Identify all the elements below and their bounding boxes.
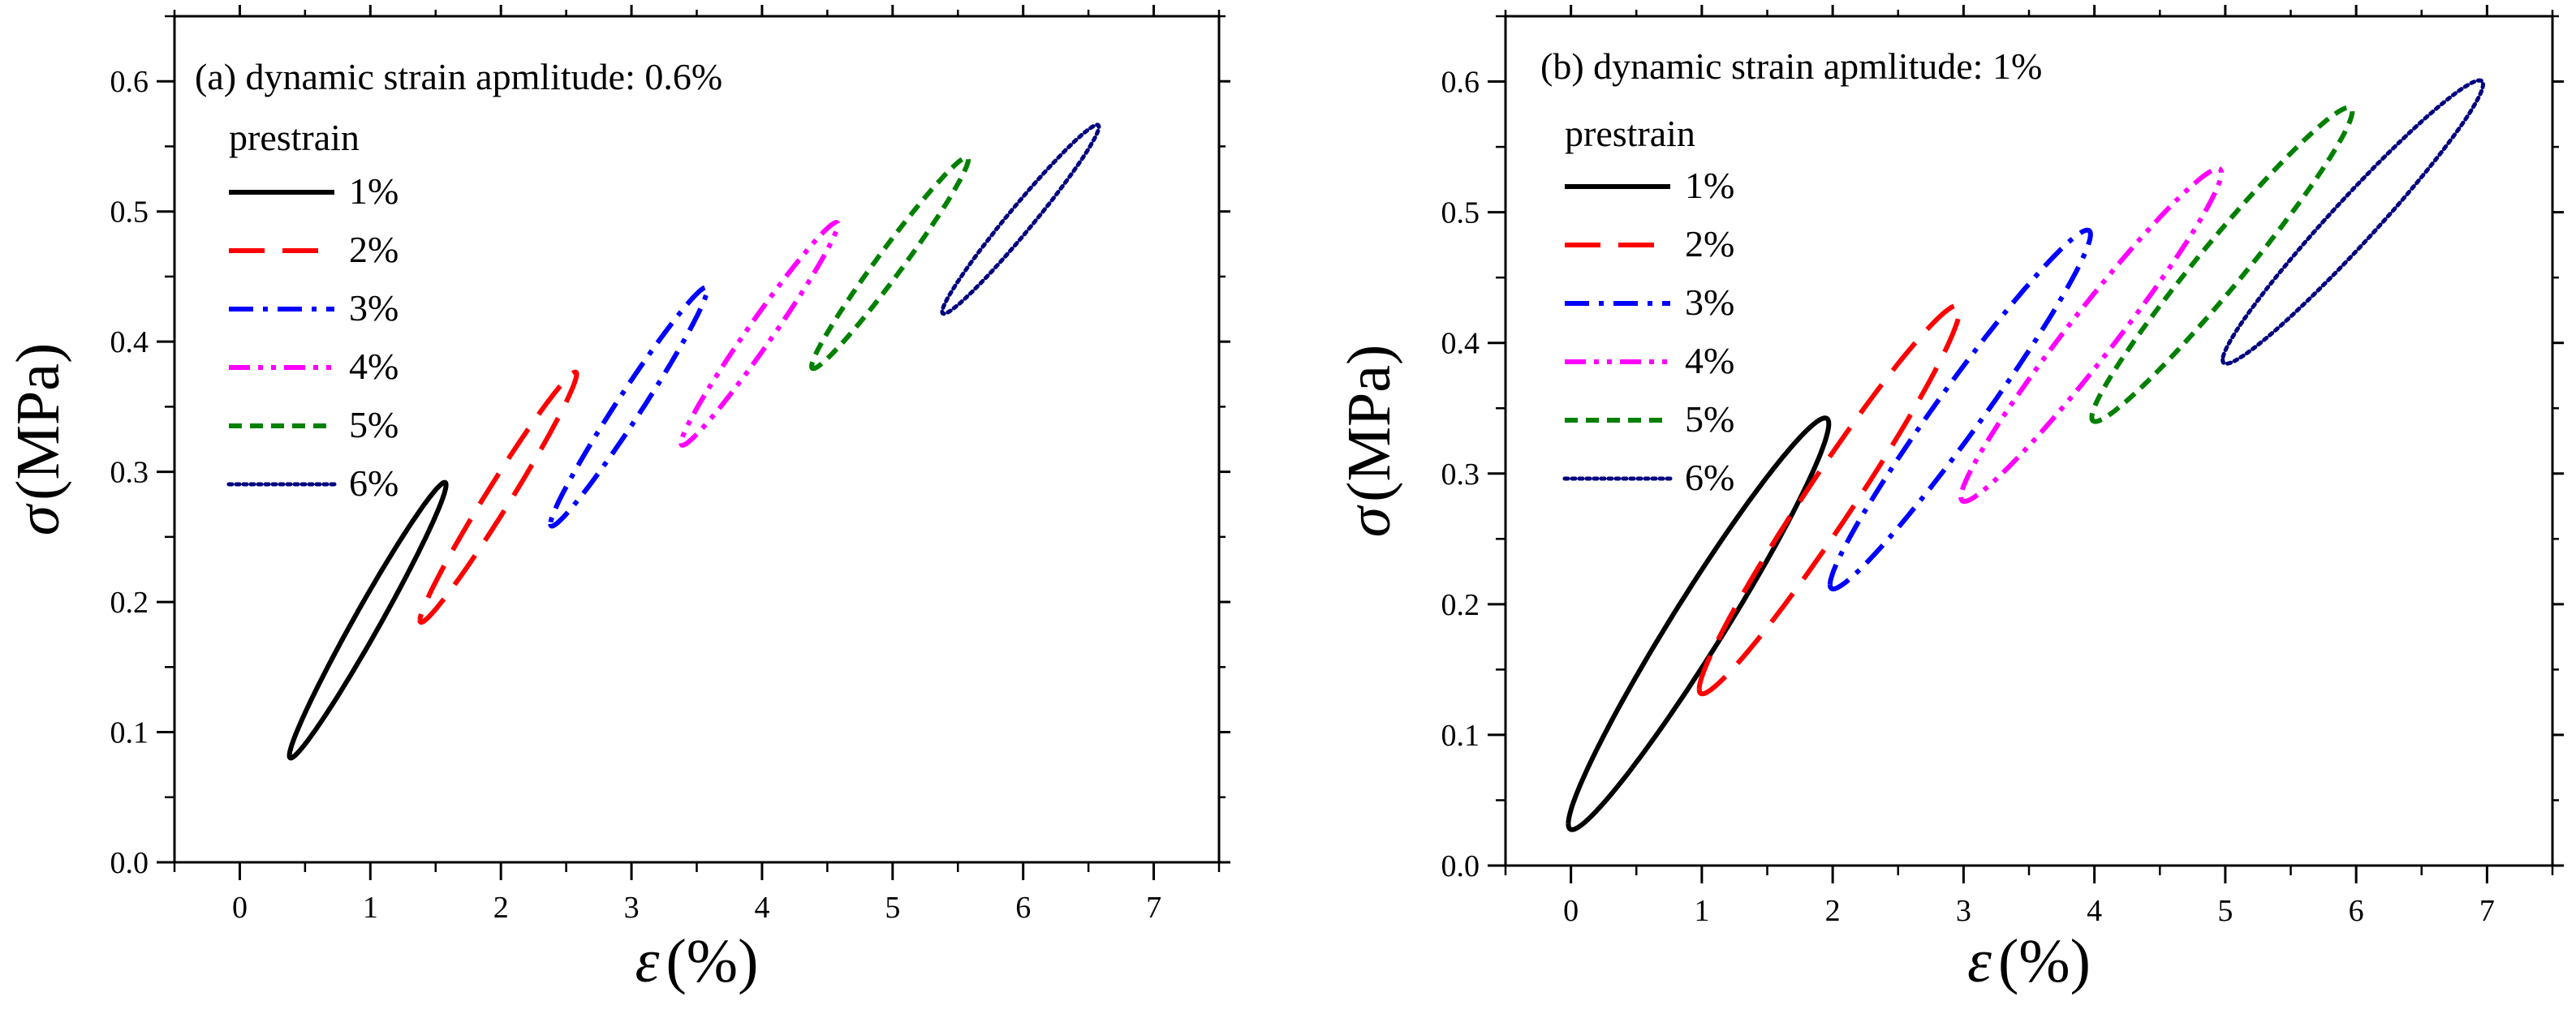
x-axis-symbol: ε [1967, 927, 1992, 995]
y-tick-label: 0.0 [110, 846, 149, 880]
y-tick-label: 0.5 [1441, 196, 1480, 230]
x-tick-label: 5 [2217, 894, 2233, 928]
legend-label: 1% [349, 170, 398, 212]
legend-label: 5% [349, 404, 398, 445]
y-tick-label: 0.0 [1441, 849, 1480, 883]
y-axis-unit: (MPa) [4, 343, 72, 501]
y-tick-label: 0.1 [110, 716, 149, 750]
loop-prestrain-6pct [2221, 78, 2485, 366]
legend-label: 1% [1685, 165, 1734, 206]
loop-prestrain-5pct [809, 154, 971, 372]
loop-prestrain-1pct [286, 479, 449, 761]
panel-title: (a) dynamic strain apmlitude: 0.6% [195, 56, 722, 97]
loop-prestrain-4pct [1958, 165, 2224, 505]
loop-prestrain-5pct [2089, 105, 2355, 424]
loop-prestrain-2pct [417, 369, 579, 625]
x-tick-label: 5 [885, 891, 900, 925]
legend-label: 2% [349, 229, 398, 270]
x-tick-label: 3 [624, 891, 640, 925]
loop-prestrain-6pct [940, 122, 1101, 316]
legend-label: 6% [1685, 457, 1734, 498]
x-tick-label: 6 [2349, 894, 2364, 928]
x-tick-label: 0 [232, 891, 248, 925]
panel-b: 0 1 2 3 4 5 6 7 0.0 0.1 0.2 0.3 0.4 0.5 0.6 (b) dynamic… [1335, 5, 2564, 995]
x-tick-label: 0 [1563, 894, 1579, 928]
y-axis-symbol: σ [1335, 505, 1403, 537]
y-tick-label: 0.2 [110, 586, 149, 620]
y-tick-label: 0.3 [110, 456, 149, 490]
y-axis-title: σ(MPa) [4, 343, 72, 536]
loop-prestrain-3pct [548, 285, 710, 529]
legend-label: 3% [1685, 281, 1734, 323]
x-axis-title: ε (%) [1967, 927, 2091, 995]
y-axis-unit: (MPa) [1335, 345, 1403, 502]
legend-label: 4% [1685, 340, 1734, 381]
legend-title: prestrain [1565, 113, 1695, 154]
y-tick-label: 0.6 [110, 65, 149, 99]
y-tick-label: 0.6 [1441, 66, 1480, 100]
x-tick-label: 4 [754, 891, 769, 925]
x-axis-symbol: ε [635, 927, 660, 995]
panel-a: 0 1 2 3 4 5 6 7 0.0 0.1 0.2 0.3 0.4 0.5 0.6 (a) dynamic… [4, 5, 1230, 995]
y-tick-label: 0.3 [1441, 458, 1480, 492]
x-tick-label: 3 [1956, 894, 1971, 928]
loop-prestrain-4pct [678, 220, 841, 448]
loop-prestrain-1pct [1566, 415, 1832, 832]
legend-label: 2% [1685, 223, 1734, 264]
x-tick-label: 1 [363, 891, 378, 925]
x-tick-label: 1 [1694, 894, 1709, 928]
x-axis-title: ε (%) [635, 927, 759, 995]
x-axis-unit: (%) [1998, 927, 2091, 995]
x-tick-label: 2 [493, 891, 509, 925]
x-tick-label: 7 [2479, 894, 2495, 928]
y-tick-label: 0.5 [110, 195, 149, 230]
y-axis-title: σ(MPa) [1335, 345, 1403, 538]
legend-label: 4% [349, 346, 398, 387]
legend-label: 5% [1685, 398, 1734, 440]
legend-label: 6% [349, 462, 398, 504]
x-tick-label: 4 [2087, 894, 2102, 928]
legend-title: prestrain [229, 117, 360, 158]
y-tick-label: 0.4 [110, 325, 149, 359]
x-axis-unit: (%) [666, 927, 759, 995]
y-tick-label: 0.4 [1441, 327, 1480, 361]
panel-title: (b) dynamic strain apmlitude: 1% [1540, 45, 2042, 87]
y-tick-label: 0.2 [1441, 588, 1480, 622]
legend-label: 3% [349, 287, 398, 329]
loop-prestrain-3pct [1827, 227, 2093, 591]
x-tick-label: 2 [1825, 894, 1841, 928]
y-tick-label: 0.1 [1441, 719, 1480, 753]
x-tick-label: 6 [1015, 891, 1031, 925]
x-tick-label: 7 [1146, 891, 1161, 925]
y-axis-symbol: σ [4, 503, 72, 535]
